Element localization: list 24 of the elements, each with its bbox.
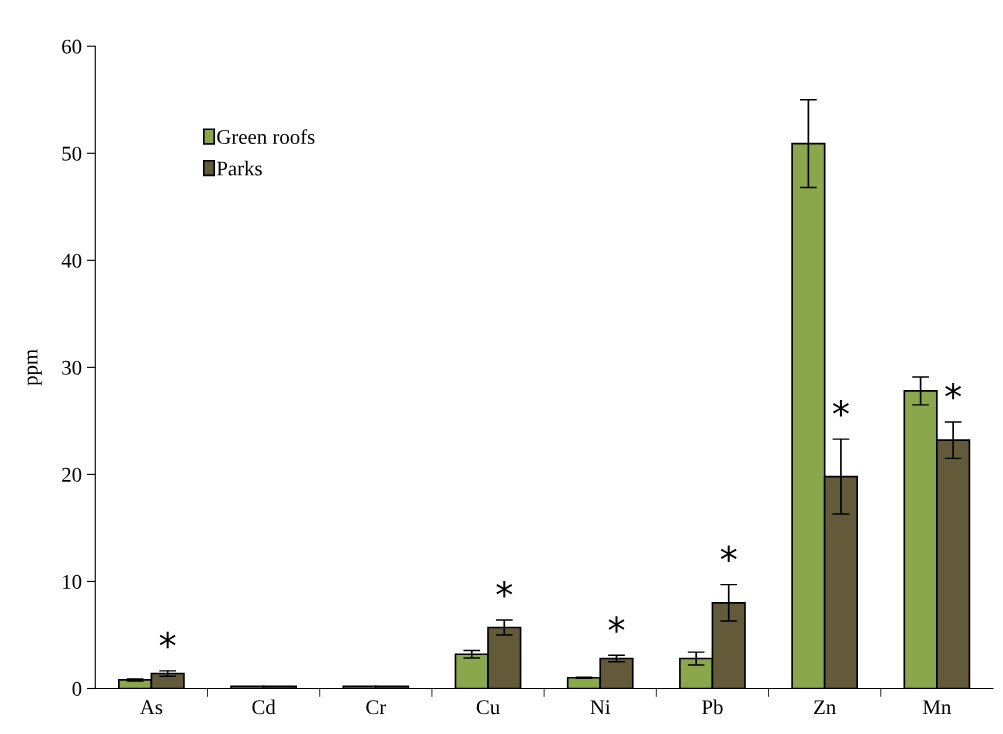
y-tick-label: 10	[63, 574, 82, 589]
annotation: *	[159, 631, 176, 649]
x-tick-label: As	[140, 700, 163, 715]
x-tick-label: Cd	[252, 699, 276, 715]
y-tick-label: 60	[62, 39, 82, 54]
y-tick-label: 20	[62, 467, 82, 482]
x-tick-label: Ni	[590, 700, 611, 715]
x-tick-label: Pb	[702, 699, 723, 715]
y-tick-label: 50	[62, 146, 82, 161]
x-tick-label: Cu	[476, 700, 500, 715]
legend-label: Parks	[216, 160, 262, 176]
x-tick-label: Mn	[922, 700, 952, 715]
legend-label: Green roofs	[217, 129, 315, 145]
x-tick-label: Cr	[366, 700, 387, 715]
y-axis-title: ppm	[27, 349, 42, 386]
y-tick-label: 0	[72, 681, 82, 696]
annotation: *	[720, 545, 737, 563]
y-tick-label: 40	[61, 253, 82, 268]
y-tick-label: 30	[62, 360, 82, 375]
annotation: *	[608, 616, 625, 633]
annotation: *	[945, 382, 962, 400]
annotation: *	[832, 400, 849, 417]
x-tick-label: Zn	[814, 700, 836, 715]
annotation: *	[496, 580, 513, 598]
